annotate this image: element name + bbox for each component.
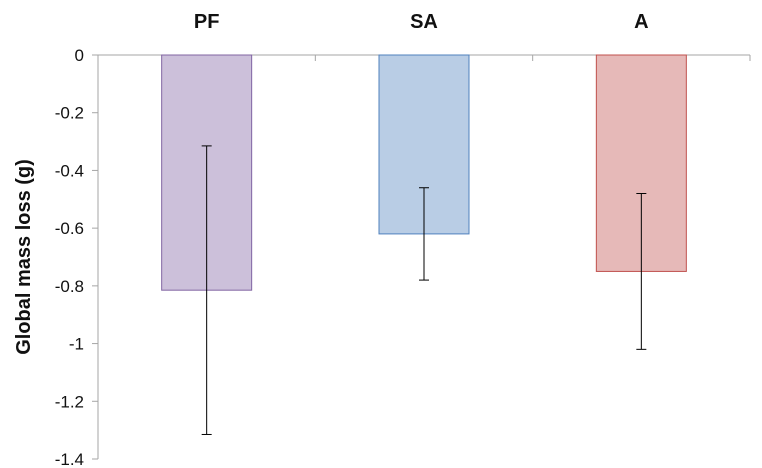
category-labels: PF SA A (194, 11, 649, 33)
category-label-a: A (634, 11, 648, 33)
y-axis-title: Global mass loss (g) (13, 159, 35, 355)
category-label-sa: SA (410, 11, 438, 33)
y-tick-label: -0.4 (55, 161, 84, 180)
y-tick-label: -0.6 (55, 219, 84, 238)
category-label-pf: PF (194, 11, 220, 33)
y-tick-label: -0.2 (55, 104, 84, 123)
y-tick-label: -1 (69, 335, 84, 354)
y-tick-label: -1.2 (55, 392, 84, 411)
y-tick-label: 0 (75, 46, 84, 65)
y-tick-label: -1.4 (55, 450, 84, 468)
error-bars (201, 145, 647, 435)
y-axis: 0 -0.2 -0.4 -0.6 -0.8 -1 -1.2 -1.4 (55, 46, 99, 468)
y-tick-label: -0.8 (55, 277, 84, 296)
